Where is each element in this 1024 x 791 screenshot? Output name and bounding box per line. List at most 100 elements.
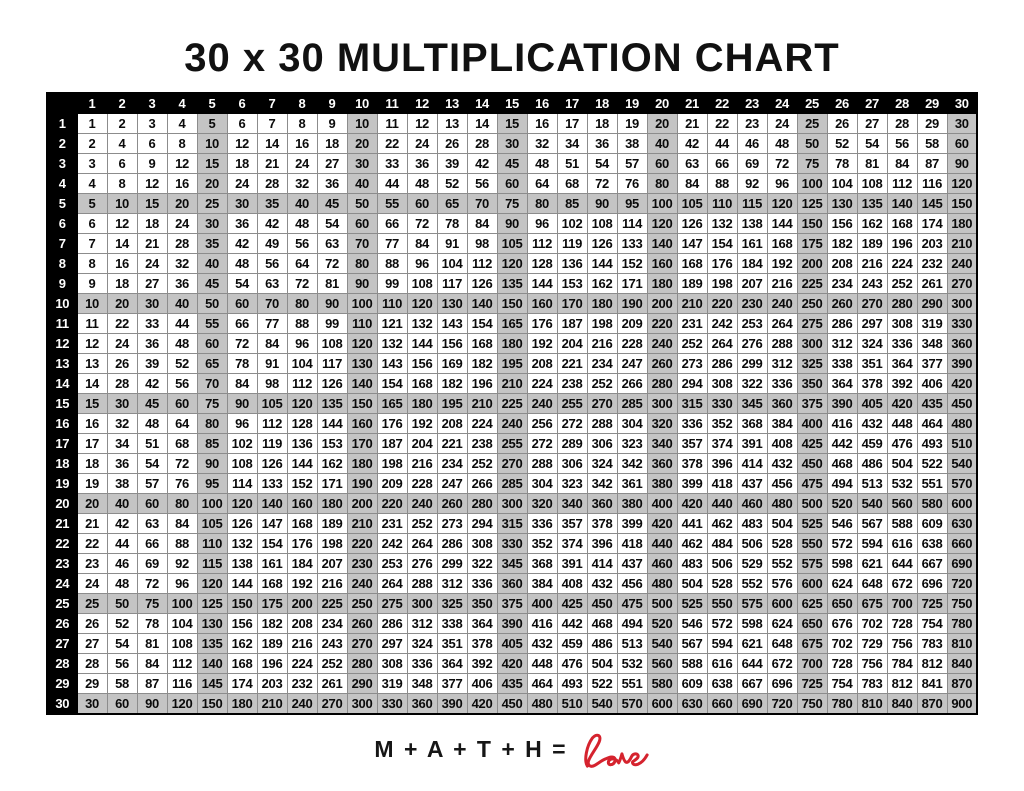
table-cell: 56 [286, 233, 318, 254]
table-cell: 728 [826, 653, 858, 674]
table-cell: 100 [796, 173, 828, 194]
table-cell: 132 [376, 333, 408, 354]
row-header-cell: 6 [46, 213, 78, 234]
table-cell: 340 [646, 433, 678, 454]
table-cell: 120 [646, 213, 678, 234]
table-cell: 4 [166, 113, 198, 134]
table-cell: 162 [856, 213, 888, 234]
table-cell: 48 [286, 213, 318, 234]
table-cell: 364 [436, 653, 468, 674]
table-cell: 98 [256, 373, 288, 394]
table-cell: 75 [196, 393, 228, 414]
table-cell: 92 [166, 553, 198, 574]
row-header-cell: 1 [46, 113, 78, 134]
table-cell: 45 [136, 393, 168, 414]
table-cell: 532 [886, 473, 918, 494]
col-header-cell: 27 [856, 92, 888, 114]
table-cell: 504 [586, 653, 618, 674]
table-cell: 176 [286, 533, 318, 554]
table-cell: 418 [616, 533, 648, 554]
table-cell: 110 [346, 313, 378, 334]
table-cell: 90 [226, 393, 258, 414]
table-cell: 210 [346, 513, 378, 534]
table-row: 3 3 6 9 12 15 18 21 24 27 30 33 36 39 42 45 48 51 54 57 60 63… [46, 153, 978, 174]
table-cell: 75 [496, 193, 528, 214]
table-cell: 4 [106, 133, 138, 154]
table-cell: 459 [556, 633, 588, 654]
table-cell: 432 [766, 453, 798, 474]
table-cell: 22 [76, 533, 108, 554]
table-cell: 160 [646, 253, 678, 274]
table-cell: 182 [256, 613, 288, 634]
table-cell: 119 [556, 233, 588, 254]
table-cell: 357 [556, 513, 588, 534]
table-cell: 16 [76, 413, 108, 434]
table-cell: 384 [766, 413, 798, 434]
table-cell: 754 [826, 673, 858, 694]
table-cell: 304 [616, 413, 648, 434]
table-cell: 65 [196, 353, 228, 374]
table-cell: 78 [136, 613, 168, 634]
table-cell: 240 [496, 413, 528, 434]
table-cell: 154 [706, 233, 738, 254]
table-cell: 12 [136, 173, 168, 194]
table-row: 6 6 12 18 24 30 36 42 48 54 60 66 72 78 84 90 96 102 108 11… [46, 213, 978, 234]
table-cell: 52 [106, 613, 138, 634]
col-header-cell: 4 [166, 92, 198, 114]
table-cell: 720 [766, 693, 798, 715]
table-cell: 6 [226, 113, 258, 134]
table-row: 13 13 26 39 52 65 78 91 104 117 130 143 156 169 182 195… [46, 353, 978, 374]
table-cell: 45 [316, 193, 348, 214]
table-cell: 40 [346, 173, 378, 194]
table-cell: 48 [166, 333, 198, 354]
table-cell: 175 [256, 593, 288, 614]
table-cell: 414 [586, 553, 618, 574]
row-header-cell: 26 [46, 613, 78, 634]
col-header-cell: 30 [946, 92, 978, 114]
footer-equation: M + A + T + H = [0, 722, 1024, 776]
table-cell: 108 [586, 213, 618, 234]
table-cell: 552 [766, 553, 798, 574]
table-cell: 783 [856, 673, 888, 694]
table-cell: 84 [256, 333, 288, 354]
table-cell: 189 [676, 273, 708, 294]
table-cell: 156 [226, 613, 258, 634]
table-cell: 210 [676, 293, 708, 314]
table-cell: 352 [706, 413, 738, 434]
table-cell: 405 [496, 633, 528, 654]
table-cell: 750 [946, 593, 978, 614]
table-cell: 16 [286, 133, 318, 154]
table-cell: 168 [466, 333, 498, 354]
table-cell: 360 [496, 573, 528, 594]
table-cell: 60 [946, 133, 978, 154]
table-cell: 391 [556, 553, 588, 574]
table-cell: 390 [496, 613, 528, 634]
table-cell: 3 [136, 113, 168, 134]
table-cell: 84 [406, 233, 438, 254]
table-cell: 25 [76, 593, 108, 614]
table-cell: 33 [136, 313, 168, 334]
table-cell: 456 [766, 473, 798, 494]
table-cell: 572 [826, 533, 858, 554]
table-cell: 145 [196, 673, 228, 694]
table-cell: 13 [76, 353, 108, 374]
table-cell: 221 [436, 433, 468, 454]
table-cell: 540 [586, 693, 618, 715]
col-header-cell: 7 [256, 92, 288, 114]
table-cell: 203 [256, 673, 288, 694]
table-cell: 1 [76, 113, 108, 134]
table-cell: 54 [856, 133, 888, 154]
table-cell: 147 [256, 513, 288, 534]
table-cell: 25 [796, 113, 828, 134]
table-cell: 208 [286, 613, 318, 634]
table-cell: 216 [286, 633, 318, 654]
table-cell: 616 [886, 533, 918, 554]
table-cell: 522 [586, 673, 618, 694]
table-cell: 121 [376, 313, 408, 334]
table-cell: 45 [496, 153, 528, 174]
table-cell: 180 [946, 213, 978, 234]
table-cell: 200 [796, 253, 828, 274]
table-cell: 238 [466, 433, 498, 454]
table-cell: 150 [196, 693, 228, 715]
table-cell: 264 [766, 313, 798, 334]
